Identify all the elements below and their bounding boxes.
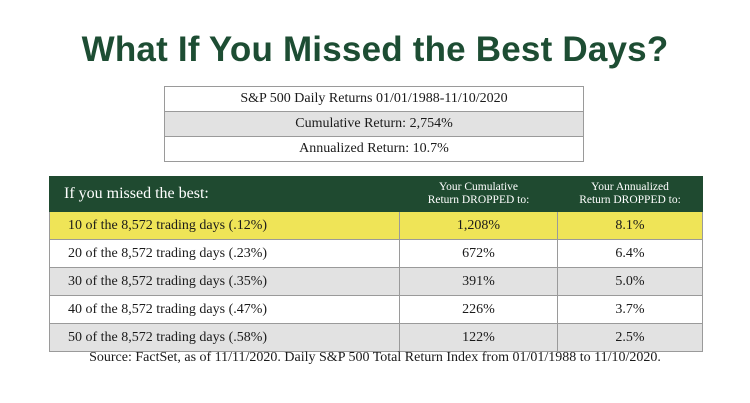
row-annualized: 3.7% <box>557 295 703 324</box>
header-annualized: Your Annualized Return DROPPED to: <box>557 176 703 212</box>
summary-row: S&P 500 Daily Returns 01/01/1988-11/10/2… <box>164 86 584 112</box>
table-row: 30 of the 8,572 trading days (.35%) 391%… <box>49 267 703 296</box>
summary-annualized: Annualized Return: 10.7% <box>164 136 584 162</box>
row-label: 20 of the 8,572 trading days (.23%) <box>49 239 400 268</box>
table-header-row: If you missed the best: Your Cumulative … <box>49 176 703 212</box>
summary-cumulative: Cumulative Return: 2,754% <box>164 111 584 137</box>
row-cumulative: 1,208% <box>399 211 558 240</box>
row-cumulative: 226% <box>399 295 558 324</box>
summary-row: Annualized Return: 10.7% <box>164 136 584 162</box>
table-row: 40 of the 8,572 trading days (.47%) 226%… <box>49 295 703 324</box>
row-cumulative: 672% <box>399 239 558 268</box>
page-title: What If You Missed the Best Days? <box>81 30 669 69</box>
missed-days-table: If you missed the best: Your Cumulative … <box>49 176 703 352</box>
header-missed: If you missed the best: <box>49 176 400 212</box>
row-label: 50 of the 8,572 trading days (.58%) <box>49 323 400 352</box>
table-row: 50 of the 8,572 trading days (.58%) 122%… <box>49 323 703 352</box>
summary-period: S&P 500 Daily Returns 01/01/1988-11/10/2… <box>164 86 584 112</box>
table-row: 10 of the 8,572 trading days (.12%) 1,20… <box>49 211 703 240</box>
source-note: Source: FactSet, as of 11/11/2020. Daily… <box>89 350 661 365</box>
row-annualized: 2.5% <box>557 323 703 352</box>
header-cumulative-line2: Return DROPPED to: <box>427 194 530 206</box>
summary-table: S&P 500 Daily Returns 01/01/1988-11/10/2… <box>164 86 584 162</box>
row-annualized: 8.1% <box>557 211 703 240</box>
table-row: 20 of the 8,572 trading days (.23%) 672%… <box>49 239 703 268</box>
row-cumulative: 391% <box>399 267 558 296</box>
row-annualized: 6.4% <box>557 239 703 268</box>
summary-row: Cumulative Return: 2,754% <box>164 111 584 137</box>
header-cumulative-line1: Your Cumulative <box>438 181 519 193</box>
header-cumulative: Your Cumulative Return DROPPED to: <box>399 176 558 212</box>
row-label: 40 of the 8,572 trading days (.47%) <box>49 295 400 324</box>
header-annualized-line1: Your Annualized <box>591 181 669 193</box>
header-annualized-line2: Return DROPPED to: <box>579 194 681 206</box>
row-cumulative: 122% <box>399 323 558 352</box>
row-label: 10 of the 8,572 trading days (.12%) <box>49 211 400 240</box>
row-annualized: 5.0% <box>557 267 703 296</box>
row-label: 30 of the 8,572 trading days (.35%) <box>49 267 400 296</box>
